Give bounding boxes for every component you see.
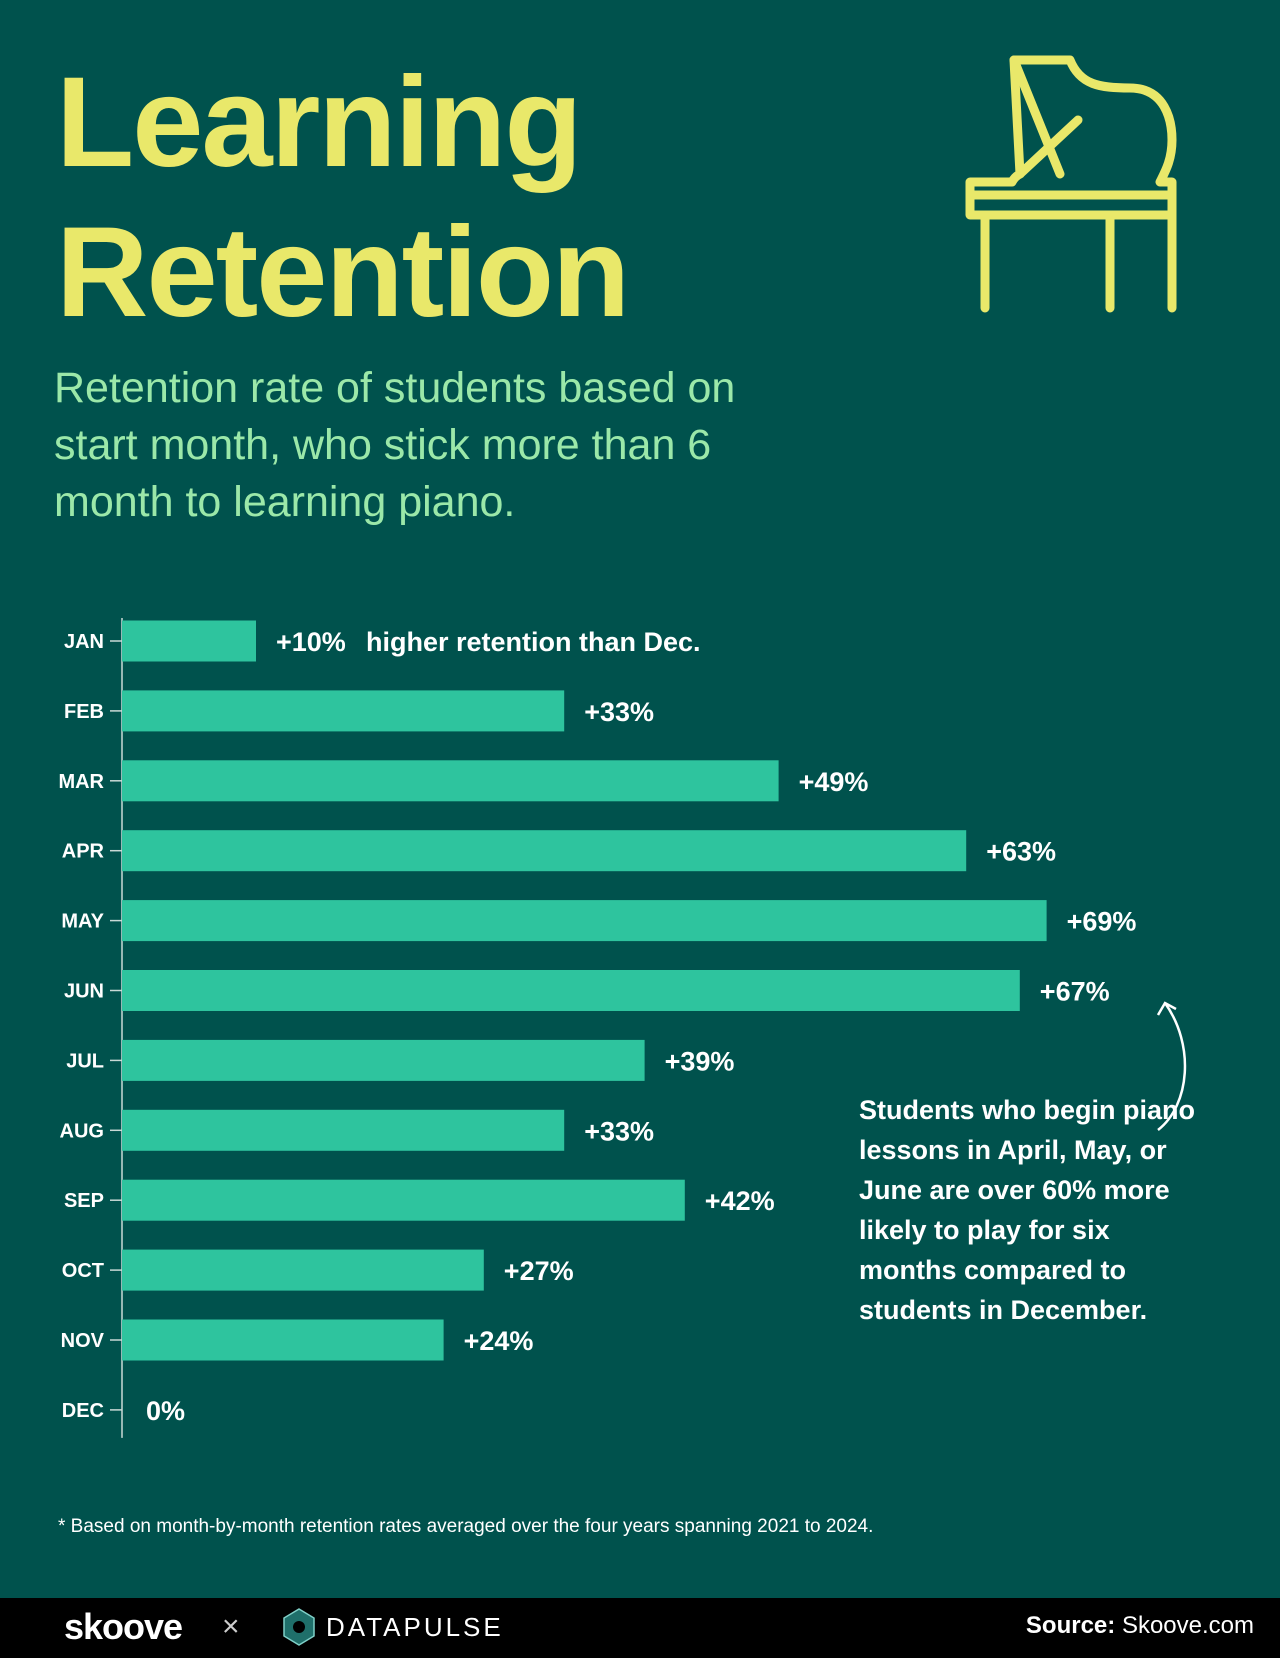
footnote: * Based on month-by-month retention rate… xyxy=(58,1516,874,1537)
data-label-note: higher retention than Dec. xyxy=(366,627,701,657)
footer: skoove × DATAPULSE Source: Skoove.com xyxy=(0,1598,1280,1658)
separator: × xyxy=(222,1610,240,1643)
source-value: Skoove.com xyxy=(1121,1612,1254,1639)
bar-chart: JAN +10% higher retention than Dec. FEB +33%… xyxy=(58,618,1137,1438)
y-tick-label: APR xyxy=(62,841,105,863)
title-line-1: Learning xyxy=(56,51,582,194)
data-label: +42% xyxy=(705,1186,775,1216)
bar xyxy=(122,690,565,732)
y-tick-label: SEP xyxy=(64,1190,104,1212)
data-label: +10% xyxy=(276,627,346,657)
y-tick-label: OCT xyxy=(62,1260,104,1282)
y-tick-label: JAN xyxy=(64,631,104,653)
data-label: +39% xyxy=(665,1046,735,1076)
y-tick-label: MAY xyxy=(61,911,104,933)
data-label: +27% xyxy=(504,1256,574,1286)
bar xyxy=(122,830,967,872)
data-label: 0% xyxy=(146,1396,185,1426)
data-label: +63% xyxy=(986,837,1056,867)
curved-arrow-icon xyxy=(1156,1001,1187,1131)
data-label: +24% xyxy=(464,1326,534,1356)
bar xyxy=(122,1249,484,1291)
data-label: +33% xyxy=(584,697,654,727)
bar xyxy=(122,620,256,662)
y-tick-label: AUG xyxy=(60,1120,104,1142)
title-line-2: Retention xyxy=(56,201,630,344)
y-tick-label: NOV xyxy=(61,1330,105,1352)
y-tick-label: MAR xyxy=(58,771,104,793)
datapulse-hex-icon xyxy=(283,1608,315,1646)
bar xyxy=(122,900,1047,942)
bar xyxy=(122,1179,685,1221)
datapulse-logo: DATAPULSE xyxy=(282,1608,504,1646)
bar xyxy=(122,1039,645,1081)
grand-piano-icon xyxy=(965,55,1177,313)
y-tick-label: JUN xyxy=(64,981,104,1003)
annotation: Students who begin piano lessons in Apri… xyxy=(859,1095,1195,1325)
subtitle: Retention rate of students based on star… xyxy=(54,364,736,526)
source: Source: Skoove.com xyxy=(1026,1612,1254,1640)
skoove-logo: skoove xyxy=(64,1606,183,1647)
bar xyxy=(122,1319,444,1361)
bar xyxy=(122,970,1020,1011)
data-label: +67% xyxy=(1040,977,1110,1007)
y-tick-label: JUL xyxy=(66,1050,104,1072)
bar xyxy=(122,1109,565,1151)
y-tick-label: DEC xyxy=(62,1400,104,1422)
datapulse-wordmark: DATAPULSE xyxy=(326,1611,504,1642)
y-tick-label: FEB xyxy=(64,701,104,723)
data-label: +69% xyxy=(1067,907,1137,937)
data-label: +49% xyxy=(799,767,869,797)
bar xyxy=(122,760,779,802)
source-label: Source: xyxy=(1025,1612,1116,1639)
data-label: +33% xyxy=(584,1116,654,1146)
title: Learning Retention xyxy=(56,48,630,348)
